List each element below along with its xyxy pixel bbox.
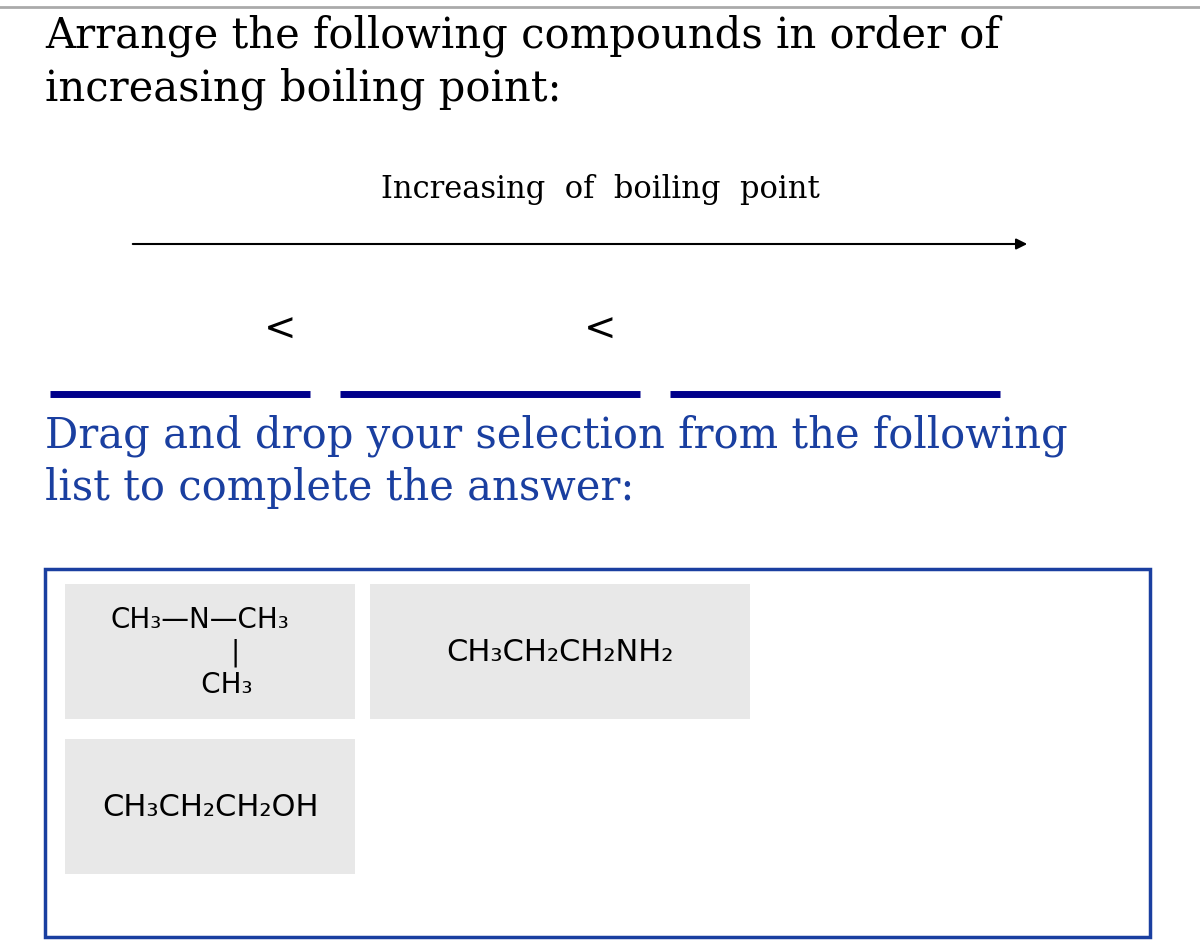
Text: Drag and drop your selection from the following
list to complete the answer:: Drag and drop your selection from the fo… bbox=[46, 414, 1068, 509]
Bar bbox=[65, 739, 355, 874]
Text: Arrange the following compounds in order of
increasing boiling point:: Arrange the following compounds in order… bbox=[46, 15, 1000, 110]
Text: CH₃CH₂CH₂NH₂: CH₃CH₂CH₂NH₂ bbox=[446, 637, 673, 666]
Text: CH₃—N—CH₃
        |
      CH₃: CH₃—N—CH₃ | CH₃ bbox=[110, 605, 289, 699]
Bar bbox=[370, 584, 750, 719]
Text: Increasing  of  boiling  point: Increasing of boiling point bbox=[380, 174, 820, 205]
Bar bbox=[65, 584, 355, 719]
Bar bbox=[46, 569, 1150, 937]
Text: CH₃CH₂CH₂OH: CH₃CH₂CH₂OH bbox=[102, 792, 318, 821]
Text: <: < bbox=[264, 312, 296, 348]
Text: <: < bbox=[583, 312, 617, 348]
